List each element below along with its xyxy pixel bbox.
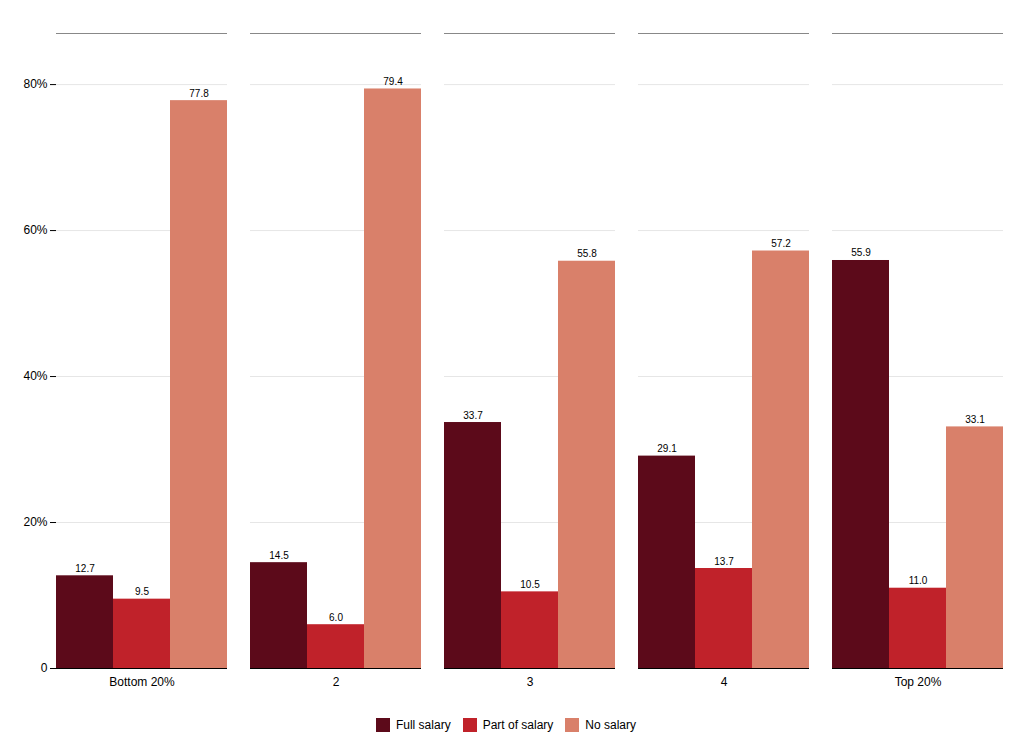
svg-text:55.9: 55.9 (851, 247, 871, 258)
svg-text:4: 4 (721, 675, 728, 689)
svg-text:13.7: 13.7 (714, 556, 734, 567)
svg-text:33.1: 33.1 (965, 414, 985, 425)
html-text:No salary: No salary (585, 717, 636, 732)
html-text:Full salary: Full salary (396, 717, 451, 732)
svg-text:57.2: 57.2 (771, 238, 791, 249)
svg-text:Top 20%: Top 20% (895, 675, 942, 689)
svg-text:55.8: 55.8 (577, 248, 597, 259)
svg-text:29.1: 29.1 (657, 443, 677, 454)
svg-text:33.7: 33.7 (463, 410, 483, 421)
svg-text:14.5: 14.5 (269, 550, 289, 561)
html-text:Part of salary: Part of salary (482, 717, 554, 732)
svg-text:77.8: 77.8 (189, 88, 209, 99)
svg-text:2: 2 (333, 675, 340, 689)
svg-text:Bottom 20%: Bottom 20% (109, 675, 175, 689)
svg-text:0: 0 (41, 661, 48, 675)
svg-text:79.4: 79.4 (383, 76, 403, 87)
svg-text:10.5: 10.5 (520, 579, 540, 590)
svg-text:12.7: 12.7 (75, 563, 95, 574)
svg-text:60%: 60% (23, 223, 47, 237)
svg-text:80%: 80% (23, 77, 47, 91)
svg-text:40%: 40% (23, 369, 47, 383)
svg-text:6.0: 6.0 (329, 612, 343, 623)
svg-text:9.5: 9.5 (135, 586, 149, 597)
svg-text:11.0: 11.0 (909, 575, 928, 586)
svg-text:20%: 20% (23, 515, 47, 529)
svg-text:3: 3 (527, 675, 534, 689)
